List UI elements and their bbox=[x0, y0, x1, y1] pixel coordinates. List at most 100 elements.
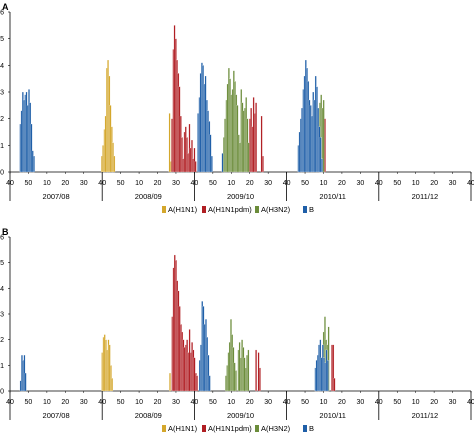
bar-b bbox=[24, 372, 27, 392]
x-tick-label: 40 bbox=[467, 180, 474, 187]
y-tick-label: 3 bbox=[0, 90, 4, 97]
legend-swatch bbox=[162, 206, 166, 213]
legend-label: B bbox=[309, 205, 314, 214]
x-tick-label: 30 bbox=[264, 180, 272, 187]
x-tick-label: 50 bbox=[117, 180, 125, 187]
legend-item: B bbox=[303, 205, 314, 214]
x-tick-label: 50 bbox=[393, 180, 401, 187]
y-tick-label: 3 bbox=[0, 312, 4, 319]
x-tick-label: 30 bbox=[80, 180, 88, 187]
y-tick-label: 1 bbox=[0, 143, 4, 150]
x-tick-label: 20 bbox=[430, 180, 438, 187]
season-label: 2008/09 bbox=[135, 411, 162, 420]
legend-label: B bbox=[309, 424, 314, 433]
bar-h1n1pdm bbox=[255, 349, 258, 392]
x-tick-label: 30 bbox=[449, 399, 457, 406]
y-tick-label: 5 bbox=[0, 36, 4, 43]
x-tick-label: 10 bbox=[227, 399, 235, 406]
legend-label: A(H1N1pdm) bbox=[208, 205, 252, 214]
y-tick-label: 6 bbox=[0, 10, 4, 17]
x-tick-label: 10 bbox=[135, 180, 143, 187]
legend-item: A(H1N1pdm) bbox=[202, 205, 252, 214]
season-label: 2010/11 bbox=[319, 192, 346, 201]
bar-h1n1pdm bbox=[191, 139, 193, 173]
x-tick-label: 10 bbox=[135, 399, 143, 406]
y-tick-label: 5 bbox=[0, 260, 4, 267]
legend-swatch bbox=[303, 206, 307, 213]
season-label: 2010/11 bbox=[319, 411, 346, 420]
legend-item: A(H3N2) bbox=[255, 424, 291, 433]
x-tick-label: 50 bbox=[301, 399, 309, 406]
x-tick-label: 10 bbox=[227, 180, 235, 187]
bar-h1n1pdm bbox=[262, 155, 264, 173]
x-tick-label: 20 bbox=[338, 180, 346, 187]
panel-label: B bbox=[2, 227, 9, 237]
x-tick-label: 20 bbox=[61, 180, 69, 187]
y-tick-label: 0 bbox=[0, 170, 4, 177]
legend-swatch bbox=[255, 206, 259, 213]
bar-h1n1pdm bbox=[196, 375, 198, 392]
bar-b bbox=[326, 360, 329, 392]
bar-b bbox=[209, 134, 212, 173]
bar-h1n1pdm bbox=[258, 367, 261, 392]
legend-swatch bbox=[303, 425, 307, 432]
bar-b bbox=[321, 158, 323, 173]
season-label: 2007/08 bbox=[43, 411, 70, 420]
y-tick-label: 4 bbox=[0, 286, 4, 293]
season-label: 2009/10 bbox=[227, 411, 254, 420]
bar-b bbox=[207, 354, 210, 392]
x-tick-label: 10 bbox=[320, 399, 328, 406]
legend-item: A(H1N1) bbox=[162, 424, 198, 433]
legend-swatch bbox=[162, 425, 166, 432]
x-tick-label: 10 bbox=[43, 180, 51, 187]
bar-h1n1 bbox=[113, 155, 116, 173]
bar-h1n1pdm bbox=[194, 161, 197, 173]
x-tick-label: 30 bbox=[356, 180, 364, 187]
x-tick-label: 30 bbox=[264, 399, 272, 406]
bar-h3n2 bbox=[247, 142, 250, 173]
x-tick-label: 50 bbox=[301, 180, 309, 187]
bar-h3n2 bbox=[327, 326, 330, 392]
x-tick-label: 20 bbox=[246, 180, 254, 187]
bar-h1n1pdm bbox=[181, 137, 183, 173]
x-tick-label: 30 bbox=[172, 180, 180, 187]
x-tick-label: 50 bbox=[117, 399, 125, 406]
legend-label: A(H1N1pdm) bbox=[208, 424, 252, 433]
bar-h1n1pdm bbox=[333, 378, 336, 392]
bar-b bbox=[208, 375, 211, 392]
bar-b bbox=[210, 155, 213, 173]
legend-swatch bbox=[202, 206, 206, 213]
bar-b bbox=[30, 123, 33, 173]
x-tick-label: 10 bbox=[412, 180, 420, 187]
x-tick-label: 20 bbox=[338, 399, 346, 406]
bar-h1n1 bbox=[111, 378, 114, 392]
legend-label: A(H1N1) bbox=[168, 205, 198, 214]
legend-swatch bbox=[202, 425, 206, 432]
x-tick-label: 10 bbox=[43, 399, 51, 406]
x-tick-label: 20 bbox=[430, 399, 438, 406]
legend-label: A(H1N1) bbox=[168, 424, 198, 433]
bar-h1n1 bbox=[168, 113, 171, 173]
x-tick-label: 30 bbox=[356, 399, 364, 406]
y-tick-label: 2 bbox=[0, 337, 4, 344]
x-tick-label: 30 bbox=[172, 399, 180, 406]
x-tick-label: 50 bbox=[25, 180, 33, 187]
x-tick-label: 50 bbox=[393, 399, 401, 406]
x-tick-label: 30 bbox=[449, 180, 457, 187]
legend-item: B bbox=[303, 424, 314, 433]
y-tick-label: 1 bbox=[0, 363, 4, 370]
bar-b bbox=[319, 137, 322, 173]
bar-h1n1pdm bbox=[332, 344, 335, 392]
x-tick-label: 20 bbox=[246, 399, 254, 406]
x-tick-label: 50 bbox=[209, 180, 217, 187]
bar-h1n1pdm bbox=[255, 102, 258, 173]
legend-item: A(H1N1pdm) bbox=[202, 424, 252, 433]
x-tick-label: 50 bbox=[209, 399, 217, 406]
bar-h1n1pdm bbox=[260, 115, 263, 173]
legend-label: A(H3N2) bbox=[261, 205, 291, 214]
panel-label: A bbox=[2, 2, 9, 12]
legend-item: A(H1N1) bbox=[162, 205, 198, 214]
x-tick-label: 30 bbox=[80, 399, 88, 406]
